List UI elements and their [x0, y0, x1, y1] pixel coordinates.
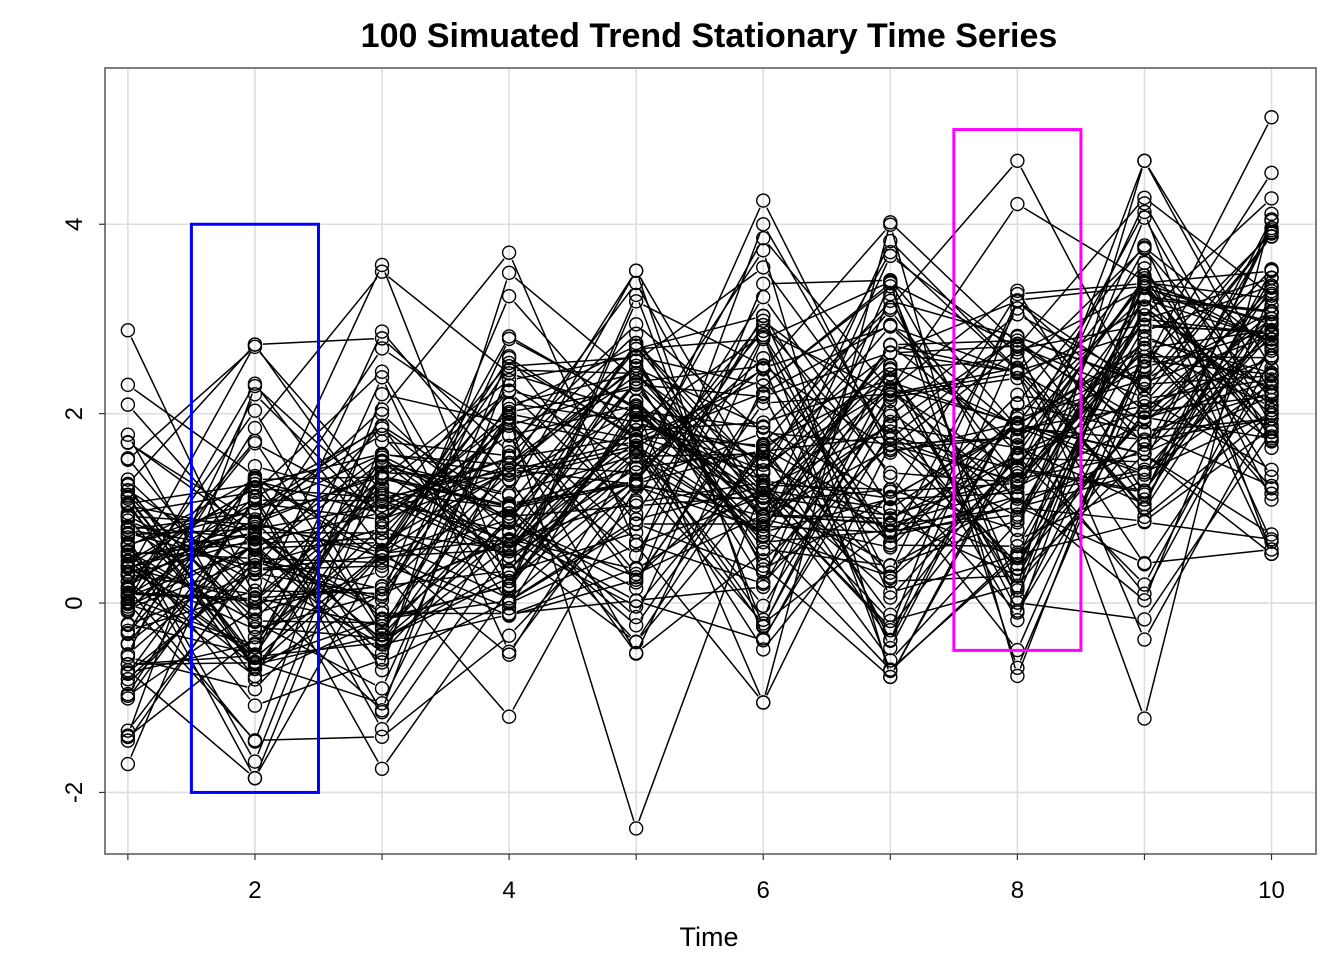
series-segment	[1152, 357, 1263, 358]
series-segment	[387, 259, 504, 404]
y-axis: -2 0 2 4	[61, 218, 105, 804]
x-tick-label: 6	[757, 877, 770, 904]
y-tick-label: -2	[61, 782, 88, 803]
series-group	[121, 111, 1278, 835]
x-tick-label: 10	[1258, 877, 1285, 904]
series-segment	[639, 492, 761, 821]
x-axis-label: Time	[680, 922, 739, 952]
x-tick-label: 8	[1011, 877, 1024, 904]
x-tick-label: 2	[248, 877, 261, 904]
x-axis: 2 4 6 8 10	[128, 854, 1285, 904]
series-line	[121, 276, 1278, 671]
series-segment	[1152, 550, 1263, 562]
series-segment	[515, 278, 630, 374]
y-tick-label: 0	[61, 596, 88, 609]
y-tick-label: 2	[61, 407, 88, 420]
series-segment	[771, 280, 882, 283]
y-tick-label: 4	[61, 218, 88, 231]
series-line	[121, 280, 1278, 742]
x-tick-label: 4	[502, 877, 515, 904]
series-segment	[514, 350, 632, 515]
chart-title: 100 Simuated Trend Stationary Time Serie…	[361, 17, 1058, 55]
series-segment	[771, 535, 883, 574]
